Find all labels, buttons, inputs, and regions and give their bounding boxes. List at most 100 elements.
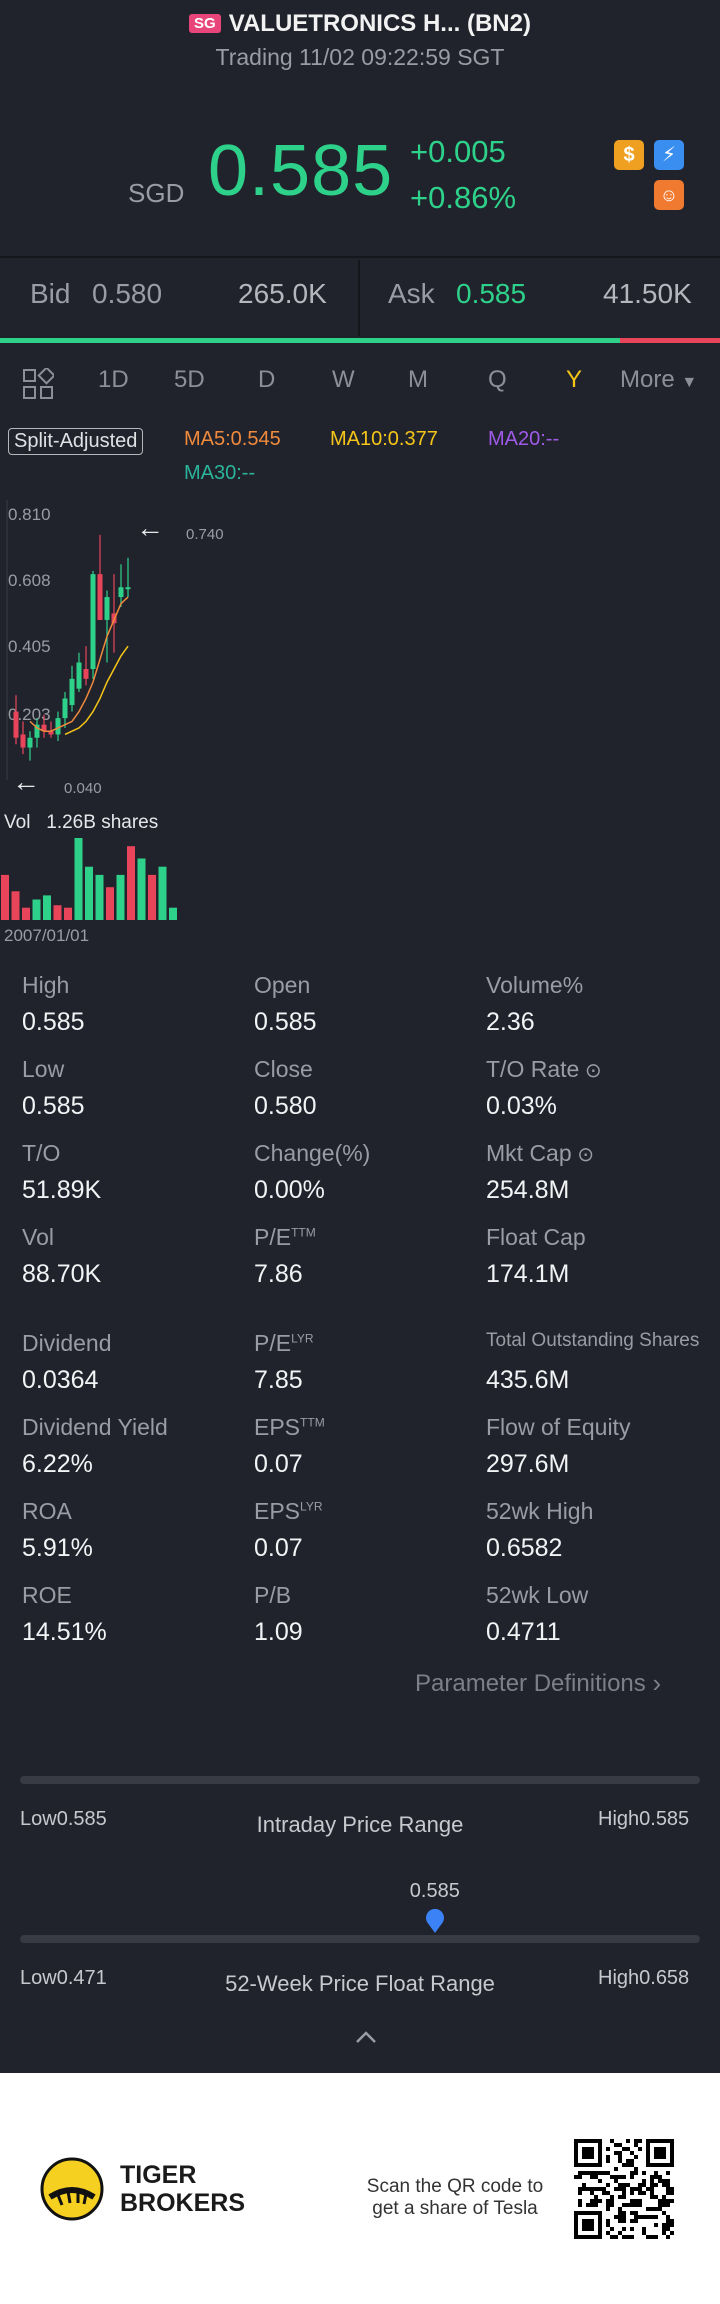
qr-module <box>606 2191 610 2195</box>
qr-module <box>614 2187 618 2191</box>
scan-line1: Scan the QR code to <box>366 2176 544 2197</box>
tab-y[interactable]: Y <box>566 366 583 393</box>
y-tick-label: 0.203 <box>8 705 51 724</box>
qr-module <box>610 2227 614 2231</box>
split-adjusted-toggle[interactable]: Split-Adjusted <box>8 428 144 455</box>
stat-label: Dividend <box>22 1330 112 1357</box>
emoji-icon[interactable]: ☺ <box>654 180 684 210</box>
stat-value: 0.4711 <box>486 1618 561 1646</box>
tab-d[interactable]: D <box>258 366 276 393</box>
qr-module <box>606 2183 610 2187</box>
tab-m[interactable]: M <box>408 366 428 393</box>
qr-module <box>594 2199 598 2203</box>
qr-module <box>614 2151 618 2155</box>
qr-module <box>662 2203 666 2207</box>
candlestick-chart[interactable] <box>0 500 200 800</box>
scan-text: Scan the QR code to get a share of Tesla <box>360 2176 550 2220</box>
stat-label-superscript: TTM <box>300 1415 325 1430</box>
qr-module <box>650 2187 654 2191</box>
qr-module <box>574 2175 578 2179</box>
qr-module <box>634 2187 638 2191</box>
stat-label-text: EPS <box>254 1498 301 1524</box>
qr-module <box>622 2187 626 2191</box>
qr-module <box>606 2231 610 2235</box>
qr-module <box>610 2195 614 2199</box>
stat-value: 88.70K <box>22 1260 102 1288</box>
volume-bar <box>148 874 156 920</box>
qr-module <box>606 2207 610 2211</box>
qr-module <box>670 2231 674 2235</box>
qr-module <box>626 2139 630 2143</box>
tab-5d[interactable]: 5D <box>174 366 205 393</box>
info-icon[interactable]: ⊙ <box>571 1144 594 1166</box>
qr-module <box>666 2215 670 2219</box>
qr-module <box>634 2211 638 2215</box>
brand-line2: BROKERS <box>120 2189 246 2217</box>
stat-value: 0.00% <box>254 1176 325 1204</box>
tiger-logo-icon <box>40 2157 104 2221</box>
parameter-definitions-link[interactable]: Parameter Definitions › <box>415 1668 661 1699</box>
tab-1d[interactable]: 1D <box>98 366 129 393</box>
tab-more[interactable]: More ▼ <box>620 366 697 394</box>
qr-module <box>590 2171 594 2175</box>
qr-module <box>594 2187 598 2191</box>
stat-value: 0.585 <box>22 1092 85 1120</box>
qr-module <box>606 2223 610 2227</box>
collapse-chevron-up-icon[interactable] <box>355 2030 377 2049</box>
chart-layout-icon[interactable] <box>22 366 56 407</box>
candle-body <box>104 597 110 620</box>
parameter-definitions-label: Parameter Definitions <box>415 1670 646 1697</box>
ask-price: 0.585 <box>456 278 527 309</box>
stat-value: 6.22% <box>22 1450 93 1478</box>
qr-module <box>614 2235 618 2239</box>
stat-value: 435.6M <box>486 1366 570 1394</box>
qr-module <box>582 2187 586 2191</box>
qr-module <box>634 2139 638 2143</box>
qr-code[interactable] <box>574 2139 674 2239</box>
qr-module <box>586 2171 590 2175</box>
tab-w[interactable]: W <box>332 366 355 393</box>
stat-label-text: Volume% <box>486 972 584 998</box>
qr-module <box>662 2179 666 2183</box>
tab-q[interactable]: Q <box>488 366 507 393</box>
qr-module <box>630 2175 634 2179</box>
y-tick-label: 0.810 <box>8 505 51 524</box>
flash-icon[interactable]: ⚡ <box>654 140 684 170</box>
intraday-range-title: Intraday Price Range <box>256 1812 464 1837</box>
qr-module <box>630 2159 634 2163</box>
qr-module <box>670 2199 674 2203</box>
stat-label-superscript: LYR <box>300 1499 323 1514</box>
qr-module <box>594 2171 598 2175</box>
qr-module <box>662 2183 666 2187</box>
qr-module <box>638 2203 642 2207</box>
volume-bar <box>32 899 41 920</box>
qr-module <box>666 2183 670 2187</box>
qr-module <box>610 2203 614 2207</box>
brand-line1: TIGER <box>120 2161 197 2189</box>
qr-module <box>594 2203 598 2207</box>
qr-module <box>614 2215 618 2219</box>
stat-value: 254.8M <box>486 1176 570 1204</box>
candle-body <box>118 587 124 598</box>
stat-label: Mkt Cap ⊙ <box>486 1140 594 1167</box>
info-icon[interactable]: ⊙ <box>579 1060 602 1082</box>
qr-module <box>582 2183 586 2187</box>
qr-module <box>622 2227 626 2231</box>
stat-label: Volume% <box>486 972 583 999</box>
qr-module <box>658 2179 662 2183</box>
price-change-percent: +0.86% <box>410 180 517 215</box>
ask-volume-bar <box>620 338 720 343</box>
week52-range-bar <box>20 1935 700 1943</box>
stat-label: Dividend Yield <box>22 1414 168 1441</box>
qr-module <box>622 2215 626 2219</box>
qr-module <box>650 2215 654 2219</box>
dollar-icon[interactable]: $ <box>614 140 644 170</box>
qr-module <box>622 2195 626 2199</box>
qr-module <box>634 2215 638 2219</box>
qr-module <box>602 2187 606 2191</box>
stat-label-text: P/E <box>254 1330 292 1356</box>
qr-module <box>670 2219 674 2223</box>
divider <box>0 256 720 258</box>
stat-label: Change(%) <box>254 1140 370 1167</box>
qr-module <box>666 2187 670 2191</box>
